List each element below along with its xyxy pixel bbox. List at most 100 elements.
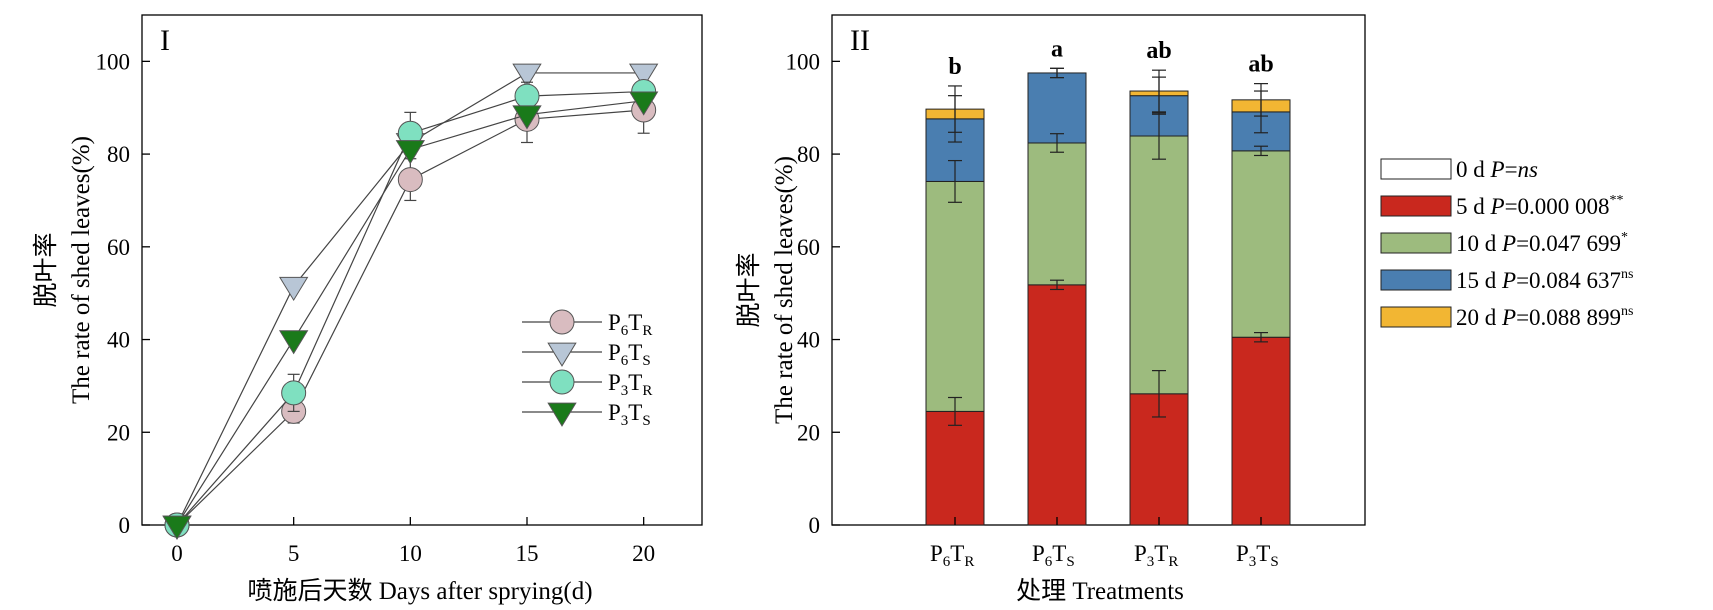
- y-axis-title-cn: 脱叶率: [32, 232, 60, 307]
- plot-frame: [141, 14, 703, 526]
- panel-label: I: [160, 24, 170, 57]
- label-part: T: [950, 541, 964, 566]
- legend-label: P6TR: [608, 310, 652, 339]
- y-tick-label: 60: [107, 235, 130, 260]
- legend-swatch: [1380, 232, 1452, 254]
- legend-series-name: 5 d: [1456, 194, 1491, 219]
- y-axis-unit: %: [771, 164, 798, 185]
- label-part: P: [608, 400, 621, 425]
- y-axis: 0 20 40 60 80 100: [96, 49, 150, 538]
- x-tick-label: 5: [288, 541, 300, 566]
- bar-stack: b: [925, 54, 985, 526]
- label-subscript: 6: [1045, 554, 1053, 570]
- legend-p-symbol: P: [1501, 231, 1516, 256]
- label-subscript: 6: [621, 323, 629, 339]
- x-axis: P6TR P6TS P3TR P3TS: [930, 517, 1279, 570]
- bar-stack: a: [1027, 36, 1087, 526]
- legend-p-value: =0.084 637: [1516, 268, 1621, 293]
- x-axis-title-en: Treatments: [1072, 578, 1184, 605]
- bar-stack: ab: [1231, 52, 1291, 526]
- y-axis-title: 脱叶率 The rate of shed leaves(%): [32, 136, 95, 404]
- bar-segment: [925, 180, 985, 412]
- y-tick-label: 80: [107, 142, 130, 167]
- y-axis-title-en-text: The rate of shed leaves: [771, 194, 798, 424]
- x-tick-label: 0: [171, 541, 183, 566]
- y-tick-label: 0: [119, 513, 131, 538]
- x-tick-label: P6TR: [930, 541, 974, 570]
- y-tick-label: 100: [96, 49, 131, 74]
- legend-superscript: ns: [1621, 304, 1633, 319]
- y-tick-label: 80: [797, 142, 820, 167]
- x-axis-title: 处理 Treatments: [1016, 577, 1184, 605]
- bar-segment: [1231, 336, 1291, 526]
- data-point: [281, 380, 307, 406]
- y-axis: 0 20 40 60 80 100: [786, 49, 840, 538]
- legend-label: P3TS: [608, 400, 651, 429]
- data-point: [512, 63, 542, 88]
- y-axis-title-en-text: The rate of shed leaves: [68, 174, 95, 404]
- label-subscript: 3: [1147, 554, 1155, 570]
- legend-p-symbol: P: [1501, 305, 1516, 330]
- significance-label: ab: [1248, 52, 1273, 78]
- legend-label: 15 d P=0.084 637ns: [1456, 267, 1634, 293]
- x-tick-label: P3TS: [1236, 541, 1279, 570]
- x-tick-label: P6TS: [1032, 541, 1075, 570]
- x-axis-title-en: Days after sprying: [379, 578, 564, 605]
- label-part: T: [1256, 541, 1270, 566]
- label-part: T: [628, 400, 642, 425]
- label-part: P: [608, 310, 621, 335]
- label-subscript: S: [642, 353, 650, 369]
- bars-layer: b a ab ab: [925, 36, 1291, 526]
- x-axis-title-cn: 喷施后天数: [247, 577, 372, 605]
- legend-series-name: 20 d: [1456, 305, 1502, 330]
- legend-label: 5 d P=0.000 008**: [1456, 193, 1624, 219]
- x-axis: 0 5 10 15 20: [171, 517, 655, 566]
- data-point: [162, 515, 192, 540]
- label-subscript: 3: [621, 383, 629, 399]
- y-axis-unit: %: [68, 144, 95, 165]
- x-tick-label: 15: [516, 541, 539, 566]
- legend-p-value-italic: ns: [1518, 157, 1539, 182]
- label-part: T: [1154, 541, 1168, 566]
- x-axis-title-cn: 处理: [1016, 577, 1066, 605]
- bar-segment: [1027, 284, 1087, 526]
- label-part: P: [1236, 541, 1249, 566]
- y-tick-label: 100: [786, 49, 821, 74]
- y-tick-label: 20: [107, 420, 130, 445]
- label-subscript: R: [642, 323, 652, 339]
- label-subscript: S: [642, 413, 650, 429]
- label-part: P: [608, 370, 621, 395]
- data-point: [628, 91, 659, 116]
- y-tick-label: 40: [797, 328, 820, 353]
- legend-p-symbol: P: [1490, 194, 1505, 219]
- significance-label: a: [1051, 36, 1063, 62]
- series-p3ts: [162, 91, 659, 540]
- x-tick-label: 20: [632, 541, 655, 566]
- significance-label: ab: [1146, 38, 1171, 64]
- label-part: T: [628, 340, 642, 365]
- legend-label: 20 d P=0.088 899ns: [1456, 304, 1634, 330]
- label-part: P: [1032, 541, 1045, 566]
- legend-p-symbol: P: [1490, 157, 1505, 182]
- label-part: P: [608, 340, 621, 365]
- label-subscript: 6: [943, 554, 951, 570]
- label-part: P: [930, 541, 943, 566]
- legend: 0 d P=ns5 d P=0.000 008**10 d P=0.047 69…: [1380, 157, 1634, 330]
- legend-marker: [547, 402, 577, 427]
- y-axis-title: 脱叶率 The rate of shed leaves(%): [735, 156, 798, 424]
- legend-swatch: [1380, 195, 1452, 217]
- bar-segment: [1129, 135, 1189, 395]
- y-tick-label: 20: [797, 420, 820, 445]
- bar-segment: [1027, 72, 1087, 144]
- label-subscript: S: [1066, 554, 1074, 570]
- legend-series-name: 15 d: [1456, 268, 1502, 293]
- legend-marker: [549, 309, 575, 335]
- x-axis-unit: d: [572, 578, 585, 605]
- plot-frame: [831, 14, 1366, 526]
- legend-swatch: [1380, 158, 1452, 180]
- legend-swatch: [1380, 269, 1452, 291]
- label-part: T: [628, 310, 642, 335]
